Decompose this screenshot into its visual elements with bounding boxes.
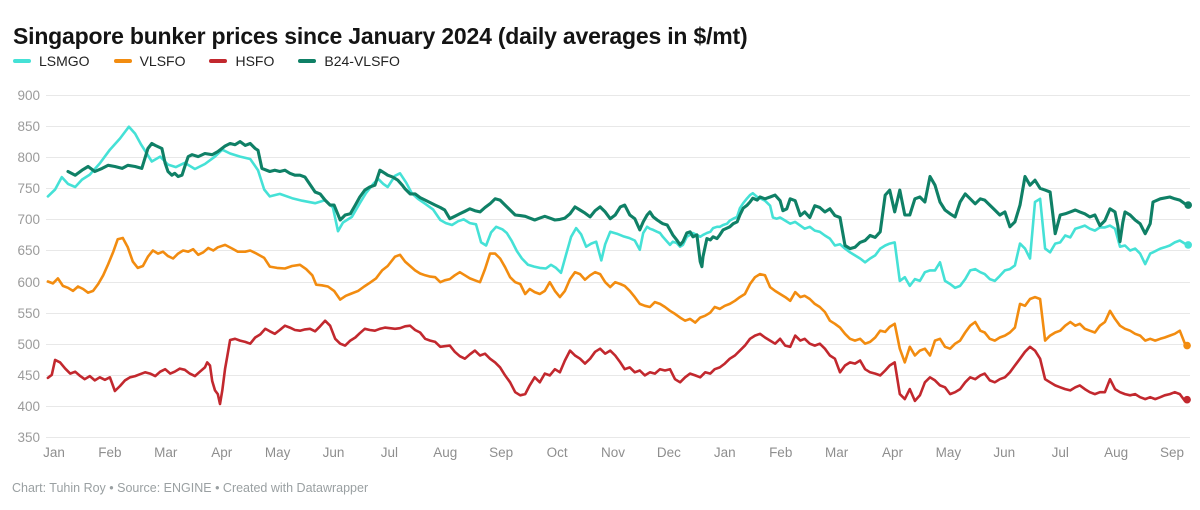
y-tick-label: 850 [17,119,40,134]
chart-title: Singapore bunker prices since January 20… [13,23,748,50]
legend-label-b24-vlsfo: B24-VLSFO [324,53,400,69]
x-tick-label: Aug [433,445,457,460]
series-end-dot-lsmgo [1184,241,1192,249]
y-tick-label: 350 [17,430,40,445]
x-tick-label: Aug [1104,445,1128,460]
series-line-hsfo [46,319,1189,406]
x-tick-label: Dec [657,445,681,460]
x-tick-label: May [936,445,962,460]
y-tick-label: 500 [17,337,40,352]
y-tick-label: 550 [17,306,40,321]
legend-label-lsmgo: LSMGO [39,53,90,69]
legend-item-lsmgo: LSMGO [13,53,90,69]
legend-item-vlsfo: VLSFO [113,53,186,69]
x-tick-label: Apr [211,445,233,460]
lsmgo-color-swatch-icon [13,59,31,63]
vlsfo-color-swatch-icon [113,59,132,63]
series-end-dot-hsfo [1183,395,1191,404]
legend-label-hsfo: HSFO [235,53,275,69]
x-tick-label: May [265,445,291,460]
y-tick-label: 800 [17,150,40,165]
b24-vlsfo-color-swatch-icon [298,59,317,63]
y-tick-label: 400 [17,399,40,414]
x-tick-label: Nov [601,445,625,460]
x-tick-label: Apr [882,445,904,460]
y-tick-label: 700 [17,212,40,227]
x-tick-label: Mar [825,445,849,460]
y-tick-label: 450 [17,368,40,383]
x-tick-label: Jul [1052,445,1069,460]
hsfo-color-swatch-icon [209,59,228,63]
legend-item-hsfo: HSFO [209,53,274,69]
x-tick-label: Mar [154,445,178,460]
x-tick-label: Sep [489,445,513,460]
y-tick-label: 750 [17,181,40,196]
legend: LSMGO VLSFO HSFO B24-VLSFO [13,53,424,69]
legend-item-b24-vlsfo: B24-VLSFO [298,53,400,69]
footer-credit: Chart: Tuhin Roy • Source: ENGINE • Crea… [12,481,369,495]
x-tick-label: Jan [714,445,736,460]
x-tick-label: Feb [769,445,792,460]
series-line-vlsfo [46,236,1189,364]
y-tick-label: 600 [17,275,40,290]
y-tick-label: 650 [17,243,40,258]
series-end-dot-b24-vlsfo [1184,201,1192,209]
x-tick-label: Jan [43,445,65,460]
x-tick-label: Feb [98,445,121,460]
series-end-dot-vlsfo [1183,341,1191,350]
x-tick-label: Sep [1160,445,1184,460]
y-tick-label: 900 [17,88,40,103]
x-tick-label: Jun [993,445,1015,460]
x-tick-label: Oct [547,445,568,460]
series-line-b24-vlsfo [66,140,1190,269]
x-tick-label: Jun [323,445,345,460]
x-tick-label: Jul [381,445,398,460]
legend-label-vlsfo: VLSFO [139,53,186,69]
